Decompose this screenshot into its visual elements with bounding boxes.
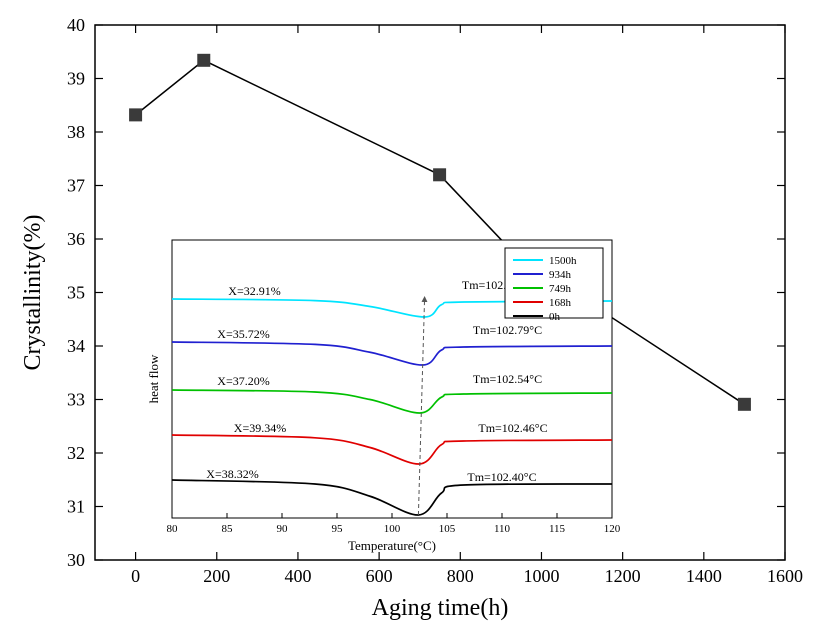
inset-legend: 1500h 934h 749h 168h 0h [505,248,603,323]
main-series-marker [738,398,750,410]
inset-x-tick-label: 120 [604,523,621,535]
y-tick-label: 40 [67,15,85,35]
chart-container: 0 200 400 600 800 1000 1200 1400 1600 30 31 32 33 34 3… [0,0,836,636]
x-axis-label: Aging time(h) [372,595,509,621]
inset-x-tick-label: 85 [222,523,234,535]
y-tick-label: 39 [67,69,85,89]
x-tick-label: 800 [447,566,474,586]
inset-x-tick-label: 90 [277,523,289,535]
inset-tm-label: Tm=102.79°C [473,323,542,337]
inset-x-percent-label: X=35.72% [217,327,269,341]
inset-x-percent-label: X=38.32% [206,467,258,481]
inset-x-tick-label: 110 [494,523,511,535]
main-series-marker [434,169,446,181]
legend-label: 934h [549,269,572,281]
x-tick-label: 1200 [605,566,641,586]
y-tick-label: 38 [67,122,85,142]
inset-x-axis-label: Temperature(°C) [348,538,436,553]
inset-tm-label: Tm=102.46°C [478,421,547,435]
chart-svg: 0 200 400 600 800 1000 1200 1400 1600 30 31 32 33 34 3… [0,0,836,636]
inset-x-tick-label: 115 [549,523,566,535]
inset-x-percent-label: X=32.91% [228,284,280,298]
inset-x-percent-label: X=37.20% [217,374,269,388]
y-tick-label: 30 [67,550,85,570]
x-tick-label: 1400 [686,566,722,586]
legend-label: 1500h [549,255,577,267]
x-tick-label: 600 [366,566,393,586]
y-tick-label: 35 [67,283,85,303]
inset-chart: 80 85 90 95 100 105 110 115 120 Temperature(°C) he… [146,240,621,553]
inset-y-axis-label: heat flow [146,354,161,403]
inset-tm-label: Tm=102.40°C [467,470,536,484]
x-tick-label: 200 [203,566,230,586]
y-tick-label: 36 [67,229,85,249]
legend-label: 749h [549,283,572,295]
y-tick-label: 37 [67,176,85,196]
legend-label: 0h [549,311,561,323]
x-tick-label: 1600 [767,566,803,586]
inset-tm-label: Tm=102.54°C [473,372,542,386]
x-tick-label: 1000 [523,566,559,586]
inset-x-tick-label: 80 [167,523,179,535]
inset-x-tick-label: 105 [439,523,456,535]
inset-x-tick-label: 95 [332,523,344,535]
y-tick-label: 34 [67,336,85,356]
x-tick-label: 400 [284,566,311,586]
y-axis-label: Crystallinity(%) [20,215,46,371]
x-tick-label: 0 [131,566,140,586]
y-tick-label: 31 [67,497,85,517]
y-tick-label: 33 [67,390,85,410]
main-series-marker [198,54,210,66]
y-tick-label: 32 [67,443,85,463]
main-series-marker [130,109,142,121]
legend-label: 168h [549,297,572,309]
inset-x-percent-label: X=39.34% [234,421,286,435]
inset-x-tick-label: 100 [384,523,401,535]
